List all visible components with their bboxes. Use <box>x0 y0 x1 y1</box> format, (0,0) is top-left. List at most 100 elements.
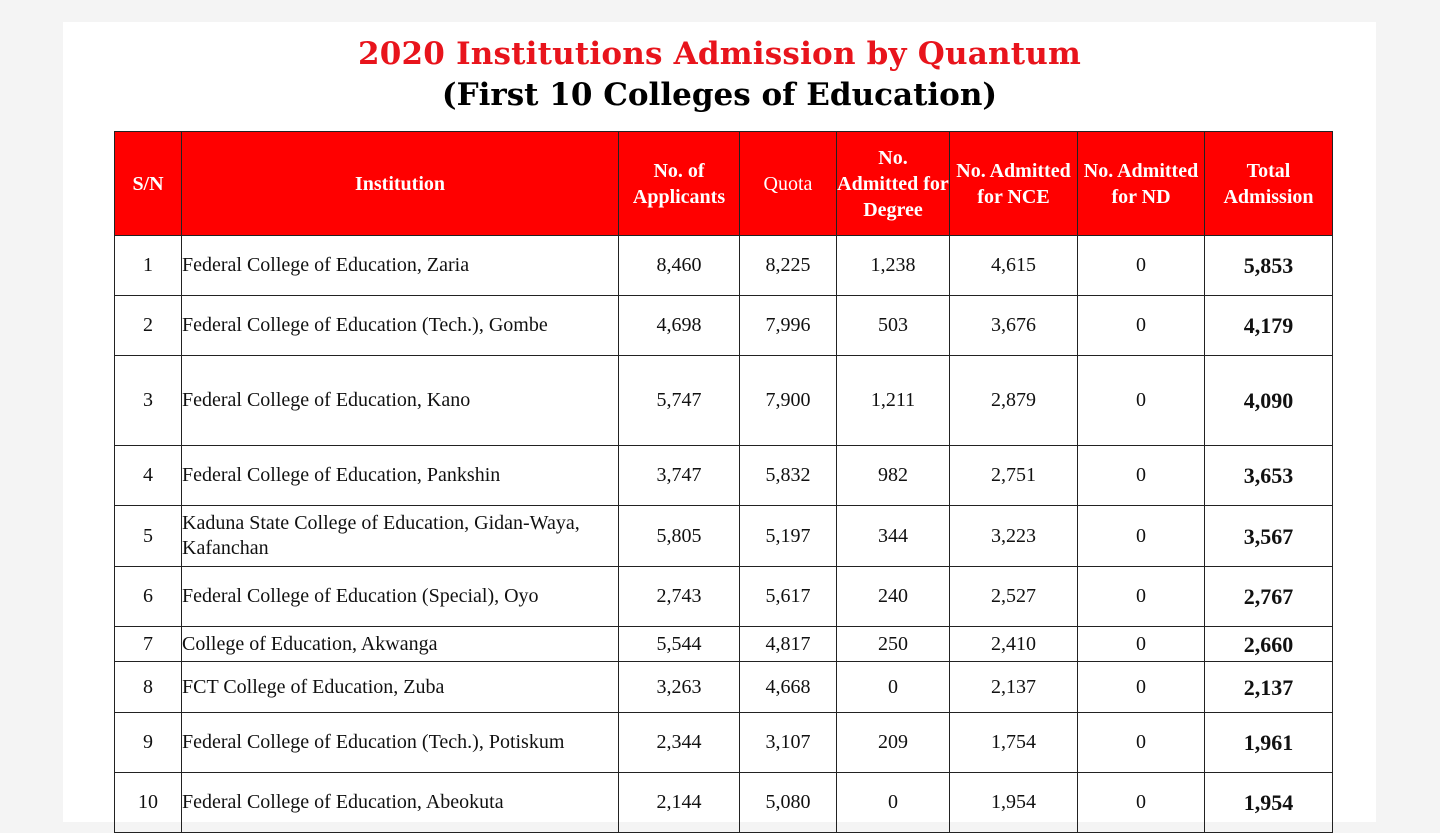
cell-admitted-nce: 2,137 <box>949 661 1078 713</box>
table-row: 5 Kaduna State College of Education, Gida… <box>114 505 1333 567</box>
cell-institution: FCT College of Education, Zuba <box>181 661 619 713</box>
cell-institution: Federal College of Education, Abeokuta <box>181 772 619 833</box>
page-title: 2020 Institutions Admission by Quantum <box>358 36 1081 72</box>
cell-applicants: 5,747 <box>618 355 740 446</box>
cell-total-admission: 4,090 <box>1204 355 1333 446</box>
cell-quota: 5,080 <box>739 772 837 833</box>
cell-sn: 7 <box>114 626 182 662</box>
cell-quota: 5,197 <box>739 505 837 567</box>
cell-total-admission: 2,767 <box>1204 566 1333 627</box>
cell-institution: College of Education, Akwanga <box>181 626 619 662</box>
cell-institution: Federal College of Education (Tech.), Po… <box>181 712 619 773</box>
header-quota: Quota <box>739 131 837 236</box>
cell-total-admission: 3,567 <box>1204 505 1333 567</box>
cell-sn: 1 <box>114 235 182 296</box>
cell-admitted-nd: 0 <box>1077 355 1205 446</box>
cell-admitted-nce: 1,954 <box>949 772 1078 833</box>
cell-admitted-nd: 0 <box>1077 712 1205 773</box>
cell-admitted-nce: 4,615 <box>949 235 1078 296</box>
cell-quota: 4,817 <box>739 626 837 662</box>
cell-admitted-nd: 0 <box>1077 772 1205 833</box>
cell-total-admission: 5,853 <box>1204 235 1333 296</box>
cell-admitted-nce: 2,879 <box>949 355 1078 446</box>
cell-applicants: 8,460 <box>618 235 740 296</box>
cell-admitted-nce: 2,751 <box>949 445 1078 506</box>
document-page: 2020 Institutions Admission by Quantum (… <box>63 22 1376 833</box>
cell-admitted-degree: 240 <box>836 566 950 627</box>
cell-admitted-degree: 209 <box>836 712 950 773</box>
table-row: 3 Federal College of Education, Kano 5,747… <box>114 355 1333 446</box>
cell-applicants: 4,698 <box>618 295 740 356</box>
cell-sn: 5 <box>114 505 182 567</box>
cell-applicants: 5,544 <box>618 626 740 662</box>
cell-applicants: 3,747 <box>618 445 740 506</box>
cell-institution: Kaduna State College of Education, Gidan… <box>181 505 619 567</box>
cell-sn: 4 <box>114 445 182 506</box>
cell-applicants: 2,344 <box>618 712 740 773</box>
cell-admitted-degree: 503 <box>836 295 950 356</box>
cell-admitted-nd: 0 <box>1077 566 1205 627</box>
cell-quota: 3,107 <box>739 712 837 773</box>
header-admitted-nd: No. Admitted for ND <box>1077 131 1205 236</box>
cell-quota: 4,668 <box>739 661 837 713</box>
cell-admitted-nd: 0 <box>1077 445 1205 506</box>
cell-quota: 5,832 <box>739 445 837 506</box>
cell-admitted-nce: 2,410 <box>949 626 1078 662</box>
table-row: 2 Federal College of Education (Tech.), G… <box>114 295 1333 356</box>
cell-admitted-nd: 0 <box>1077 626 1205 662</box>
cell-total-admission: 4,179 <box>1204 295 1333 356</box>
header-institution: Institution <box>181 131 619 236</box>
header-admitted-degree: No. Admitted for Degree <box>836 131 950 236</box>
cell-sn: 10 <box>114 772 182 833</box>
cell-admitted-degree: 344 <box>836 505 950 567</box>
header-total-admission: Total Admission <box>1204 131 1333 236</box>
cell-applicants: 5,805 <box>618 505 740 567</box>
table-row: 9 Federal College of Education (Tech.), P… <box>114 712 1333 773</box>
cell-admitted-nce: 3,676 <box>949 295 1078 356</box>
cell-admitted-nd: 0 <box>1077 505 1205 567</box>
table-row: 7 College of Education, Akwanga 5,544 4,817… <box>114 626 1333 662</box>
cell-admitted-degree: 1,238 <box>836 235 950 296</box>
cell-quota: 7,900 <box>739 355 837 446</box>
cell-institution: Federal College of Education, Kano <box>181 355 619 446</box>
header-sn: S/N <box>114 131 182 236</box>
cell-sn: 6 <box>114 566 182 627</box>
cell-total-admission: 3,653 <box>1204 445 1333 506</box>
header-admitted-nce: No. Admitted for NCE <box>949 131 1078 236</box>
table-row: 1 Federal College of Education, Zaria 8,46… <box>114 235 1333 296</box>
table-header-row: S/N Institution No. of Applicants Quota … <box>114 131 1333 236</box>
cell-sn: 2 <box>114 295 182 356</box>
cell-quota: 7,996 <box>739 295 837 356</box>
table-row: 10 Federal College of Education, Abeokuta… <box>114 772 1333 833</box>
cell-admitted-degree: 0 <box>836 661 950 713</box>
cell-total-admission: 1,954 <box>1204 772 1333 833</box>
cell-admitted-degree: 1,211 <box>836 355 950 446</box>
cell-institution: Federal College of Education, Pankshin <box>181 445 619 506</box>
cell-admitted-nd: 0 <box>1077 235 1205 296</box>
cell-sn: 8 <box>114 661 182 713</box>
cell-admitted-nd: 0 <box>1077 295 1205 356</box>
cell-admitted-degree: 0 <box>836 772 950 833</box>
header-applicants: No. of Applicants <box>618 131 740 236</box>
cell-admitted-degree: 250 <box>836 626 950 662</box>
cell-admitted-degree: 982 <box>836 445 950 506</box>
cell-total-admission: 1,961 <box>1204 712 1333 773</box>
cell-admitted-nce: 3,223 <box>949 505 1078 567</box>
cell-admitted-nd: 0 <box>1077 661 1205 713</box>
cell-admitted-nce: 1,754 <box>949 712 1078 773</box>
table-row: 4 Federal College of Education, Pankshin 3… <box>114 445 1333 506</box>
cell-applicants: 2,743 <box>618 566 740 627</box>
cell-applicants: 2,144 <box>618 772 740 833</box>
page-subtitle: (First 10 Colleges of Education) <box>441 77 998 113</box>
cell-quota: 8,225 <box>739 235 837 296</box>
cell-institution: Federal College of Education (Special), … <box>181 566 619 627</box>
cell-total-admission: 2,137 <box>1204 661 1333 713</box>
cell-quota: 5,617 <box>739 566 837 627</box>
cell-institution: Federal College of Education, Zaria <box>181 235 619 296</box>
cell-admitted-nce: 2,527 <box>949 566 1078 627</box>
table-row: 8 FCT College of Education, Zuba 3,263 4,66… <box>114 661 1333 713</box>
cell-sn: 9 <box>114 712 182 773</box>
cell-applicants: 3,263 <box>618 661 740 713</box>
admission-table: S/N Institution No. of Applicants Quota … <box>114 131 1333 833</box>
cell-sn: 3 <box>114 355 182 446</box>
